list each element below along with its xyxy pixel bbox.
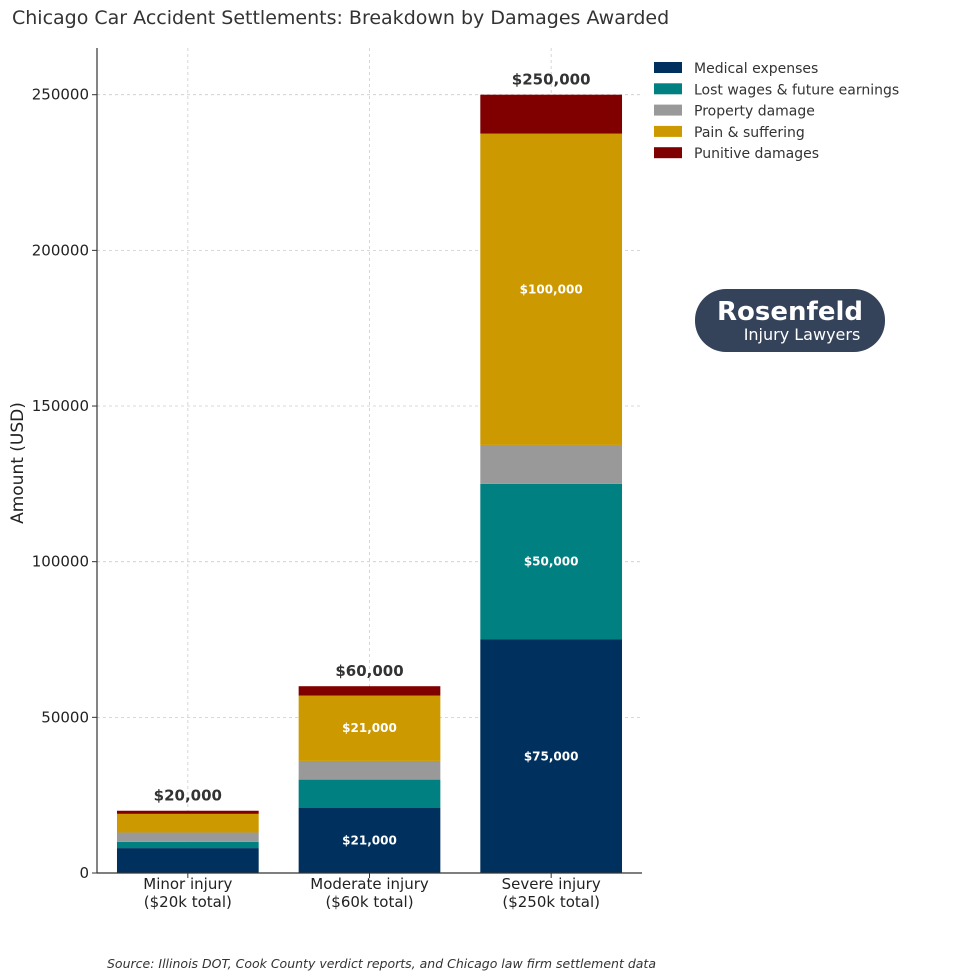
- x-tick-label: Moderate injury: [310, 875, 429, 893]
- legend: Medical expenses Lost wages & future earn…: [654, 61, 899, 162]
- bar-segment: [116, 813, 259, 833]
- x-axis-ticks: Minor injury($20k total)Moderate injury(…: [143, 873, 601, 911]
- rosenfeld-logo: Rosenfeld Injury Lawyers: [695, 289, 885, 352]
- legend-swatch: [654, 125, 682, 137]
- bar-segment: [298, 779, 441, 808]
- x-tick-label: ($60k total): [325, 893, 413, 911]
- bar-segment: [298, 695, 441, 761]
- bars-group: [116, 94, 623, 873]
- y-tick-label: 0: [79, 864, 89, 882]
- bar-total-label: $60,000: [335, 662, 403, 680]
- segment-value-label: $21,000: [342, 833, 397, 847]
- total-labels-group: $20,000 $60,000 $250,000: [154, 71, 591, 805]
- bar-segment: [116, 832, 259, 842]
- x-tick-label: ($250k total): [502, 893, 600, 911]
- logo-name: Rosenfeld: [717, 297, 863, 327]
- bar-segment: [480, 483, 623, 640]
- bar-segment: [116, 848, 259, 873]
- segment-value-label: $50,000: [524, 555, 579, 569]
- source-note: Source: Illinois DOT, Cook County verdic…: [107, 956, 656, 971]
- legend-label: Lost wages & future earnings: [694, 82, 899, 98]
- bar-segment: [116, 841, 259, 849]
- logo-badge: [695, 289, 885, 352]
- legend-label: Medical expenses: [694, 61, 818, 77]
- bar-segment: [298, 686, 441, 696]
- y-axis-ticks: 0 50000 100000 150000 200000 250000: [32, 86, 97, 882]
- legend-label: Pain & suffering: [694, 125, 805, 141]
- legend-swatch: [654, 147, 682, 159]
- bar-total-label: $250,000: [512, 71, 591, 89]
- bar-segment: [298, 807, 441, 873]
- legend-swatch: [654, 83, 682, 95]
- y-tick-label: 150000: [32, 397, 89, 415]
- segment-value-label: $100,000: [520, 282, 583, 296]
- segment-value-label: $75,000: [524, 749, 579, 763]
- legend-label: Property damage: [694, 104, 815, 120]
- x-tick-label: Minor injury: [143, 875, 232, 893]
- segment-labels-group: $21,000 $21,000 $75,000 $50,000 $100,000: [342, 282, 583, 847]
- bar-total-label: $20,000: [154, 787, 222, 805]
- y-axis-label: Amount (USD): [8, 402, 28, 524]
- y-tick-label: 250000: [32, 86, 89, 104]
- legend-swatch: [654, 104, 682, 116]
- bar-segment: [116, 810, 259, 814]
- bar-segment: [298, 760, 441, 780]
- bar-segment: [480, 639, 623, 873]
- logo-tagline: Injury Lawyers: [744, 325, 861, 344]
- x-tick-label: ($20k total): [144, 893, 232, 911]
- y-tick-label: 200000: [32, 241, 89, 259]
- y-tick-label: 100000: [32, 553, 89, 571]
- legend-swatch: [654, 62, 682, 73]
- bar-segment: [480, 444, 623, 484]
- y-tick-label: 50000: [41, 708, 89, 726]
- segment-value-label: $21,000: [342, 721, 397, 735]
- x-tick-label: Severe injury: [502, 875, 601, 893]
- legend-label: Punitive damages: [694, 146, 819, 162]
- bar-segment: [480, 133, 623, 445]
- chart-title: Chicago Car Accident Settlements: Breakd…: [12, 7, 669, 29]
- bar-segment: [480, 94, 623, 134]
